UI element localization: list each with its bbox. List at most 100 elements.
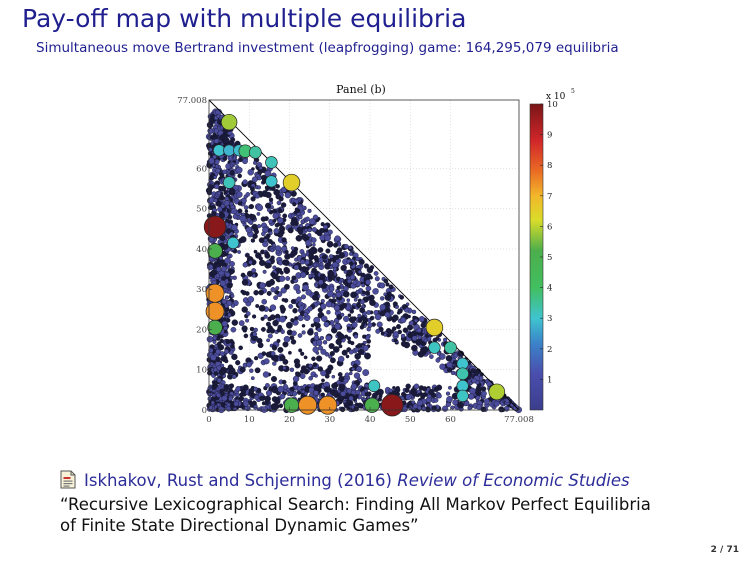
equilibrium-point: [296, 386, 302, 391]
equilibrium-point: [348, 349, 354, 355]
equilibrium-point: [312, 262, 318, 268]
equilibrium-point: [406, 404, 410, 409]
colorbar-exponent: 5: [571, 88, 575, 95]
equilibrium-point: [216, 392, 222, 398]
equilibrium-point: [220, 185, 227, 192]
equilibrium-point: [376, 321, 383, 328]
equilibrium-point: [216, 377, 222, 383]
payoff-map-chart: Panel (b) 0 10 20 30 40 50 60 77.008 0 10 20 30 40 5…: [177, 83, 575, 425]
equilibrium-point: [323, 224, 328, 230]
equilibrium-point: [308, 273, 313, 278]
equilibrium-point: [329, 357, 336, 364]
equilibrium-point: [336, 285, 341, 290]
equilibrium-point: [313, 384, 321, 391]
x-tick-label: 50: [405, 415, 416, 425]
equilibrium-point: [355, 366, 362, 373]
y-tick-label: 30: [196, 285, 207, 295]
equilibrium-point: [389, 316, 394, 321]
equilibrium-point: [242, 262, 249, 268]
equilibrium-point: [418, 316, 425, 323]
document-icon: [60, 470, 76, 494]
y-tick-label: 20: [196, 325, 207, 335]
equilibrium-point: [296, 296, 302, 302]
equilibrium-point: [433, 386, 439, 393]
equilibrium-point: [468, 381, 473, 386]
equilibrium-point: [344, 372, 350, 378]
equilibrium-point: [312, 362, 318, 367]
equilibrium-point: [342, 290, 350, 298]
highlighted-equilibrium-point: [212, 144, 226, 157]
equilibrium-point: [339, 283, 344, 288]
equilibrium-point: [272, 265, 277, 270]
equilibrium-point: [241, 325, 248, 332]
equilibrium-point: [224, 349, 229, 354]
equilibrium-point: [290, 298, 297, 305]
equilibrium-point: [307, 227, 312, 233]
equilibrium-point: [292, 202, 297, 207]
equilibrium-point: [305, 387, 310, 392]
equilibrium-point: [242, 158, 248, 165]
equilibrium-point: [334, 254, 340, 260]
equilibrium-point: [231, 374, 237, 380]
equilibrium-point: [259, 282, 266, 289]
equilibrium-point: [217, 341, 222, 346]
equilibrium-point: [210, 400, 215, 405]
equilibrium-point: [385, 328, 392, 334]
equilibrium-point: [395, 324, 401, 330]
equilibrium-point: [297, 333, 303, 338]
equilibrium-point: [241, 306, 248, 313]
equilibrium-point: [232, 407, 238, 412]
equilibrium-point: [498, 406, 505, 413]
equilibrium-point: [224, 295, 230, 300]
x-tick-label: 60: [445, 415, 456, 425]
equilibrium-point: [249, 326, 255, 332]
equilibrium-point: [275, 184, 280, 189]
equilibrium-point: [405, 393, 412, 401]
chart-title: Panel (b): [336, 83, 386, 96]
equilibrium-point: [293, 264, 300, 271]
equilibrium-point: [282, 213, 288, 219]
highlighted-equilibrium-point: [222, 176, 236, 189]
equilibrium-point: [263, 238, 268, 243]
equilibrium-point: [362, 369, 370, 376]
equilibrium-point: [476, 404, 482, 410]
equilibrium-point: [303, 391, 308, 396]
highlighted-equilibrium-point: [425, 318, 444, 337]
highlighted-equilibrium-point: [456, 367, 469, 381]
equilibrium-point: [227, 289, 232, 294]
equilibrium-point: [263, 358, 270, 365]
equilibrium-point: [353, 406, 359, 412]
payoff-map-figure: Panel (b) 0 10 20 30 40 50 60 77.008 0 10 20 30 40 5…: [150, 72, 600, 432]
equilibrium-point: [238, 320, 245, 327]
equilibrium-point: [229, 163, 234, 168]
reference-citation[interactable]: Iskhakov, Rust and Schjerning (2016) Rev…: [60, 470, 740, 494]
equilibrium-point: [217, 206, 223, 213]
equilibrium-point: [379, 296, 385, 301]
equilibrium-point: [237, 201, 243, 206]
equilibrium-point: [343, 315, 350, 323]
equilibrium-point: [365, 273, 372, 279]
equilibrium-point: [396, 311, 401, 315]
equilibrium-point: [290, 339, 297, 345]
equilibrium-point: [283, 259, 290, 266]
equilibrium-point: [213, 175, 217, 180]
reference-block: Iskhakov, Rust and Schjerning (2016) Rev…: [60, 470, 740, 536]
equilibrium-point: [226, 208, 231, 213]
equilibrium-point: [245, 226, 253, 234]
colorbar-tick-label: 10: [547, 100, 558, 110]
equilibrium-point: [258, 259, 266, 267]
equilibrium-point: [373, 270, 379, 276]
equilibrium-point: [261, 231, 266, 237]
equilibrium-point: [213, 138, 220, 144]
equilibrium-point: [326, 310, 331, 315]
equilibrium-point: [242, 179, 248, 185]
equilibrium-point: [274, 222, 280, 228]
equilibrium-point: [215, 273, 221, 278]
equilibrium-point: [229, 275, 234, 280]
equilibrium-point: [220, 356, 225, 362]
equilibrium-point: [392, 331, 399, 337]
equilibrium-point: [215, 167, 221, 174]
equilibrium-point: [250, 376, 255, 381]
equilibrium-point: [220, 275, 226, 281]
equilibrium-point: [321, 315, 328, 322]
